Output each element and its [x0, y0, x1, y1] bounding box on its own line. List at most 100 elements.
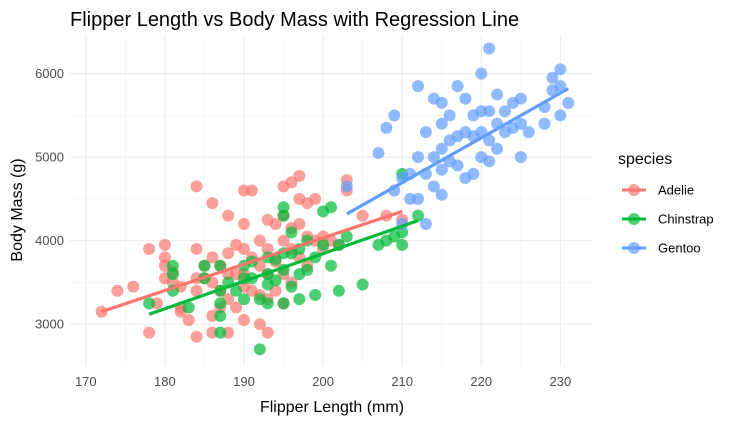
- data-point-adelie: [253, 234, 266, 247]
- data-point-chinstrap: [356, 278, 369, 291]
- data-point-gentoo: [514, 117, 527, 130]
- data-point-chinstrap: [317, 238, 330, 251]
- data-point-adelie: [127, 280, 140, 293]
- x-tick-label: 230: [550, 374, 572, 389]
- data-point-adelie: [245, 184, 258, 197]
- regression-line-adelie: [101, 209, 403, 314]
- data-point-adelie: [261, 326, 274, 339]
- data-point-adelie: [158, 238, 171, 251]
- data-point-gentoo: [491, 88, 504, 101]
- data-point-chinstrap: [214, 259, 227, 272]
- data-point-gentoo: [443, 109, 456, 122]
- data-point-adelie: [143, 243, 156, 256]
- x-tick-label: 210: [391, 374, 413, 389]
- data-point-chinstrap: [396, 226, 409, 239]
- data-point-adelie: [143, 326, 156, 339]
- data-point-adelie: [253, 318, 266, 331]
- data-point-adelie: [222, 209, 235, 222]
- data-point-chinstrap: [253, 343, 266, 356]
- y-tick-label: 5000: [35, 150, 64, 165]
- data-point-gentoo: [412, 192, 424, 205]
- data-point-adelie: [238, 314, 250, 327]
- data-point-gentoo: [419, 126, 432, 139]
- data-point-gentoo: [435, 163, 448, 176]
- data-point-adelie: [238, 243, 250, 256]
- data-point-gentoo: [467, 167, 480, 180]
- data-point-chinstrap: [277, 201, 290, 214]
- data-point-gentoo: [388, 109, 401, 122]
- legend-key-point: [628, 213, 640, 225]
- data-point-gentoo: [522, 126, 535, 139]
- data-point-adelie: [293, 169, 306, 182]
- data-point-chinstrap: [166, 259, 179, 272]
- data-point-gentoo: [546, 71, 559, 84]
- data-point-chinstrap: [293, 293, 306, 306]
- data-point-chinstrap: [340, 230, 353, 243]
- data-point-gentoo: [483, 155, 496, 168]
- x-tick-label: 180: [154, 374, 176, 389]
- data-point-gentoo: [451, 80, 464, 93]
- data-point-adelie: [206, 251, 219, 264]
- data-point-chinstrap: [396, 238, 409, 251]
- data-point-gentoo: [412, 151, 424, 164]
- chart-title: Flipper Length vs Body Mass with Regress…: [70, 9, 519, 31]
- data-point-gentoo: [554, 63, 567, 76]
- x-tick-label: 190: [233, 374, 255, 389]
- x-tick-label: 220: [470, 374, 492, 389]
- data-point-adelie: [356, 209, 369, 222]
- data-point-gentoo: [491, 142, 504, 155]
- data-point-chinstrap: [214, 326, 227, 339]
- data-point-adelie: [293, 217, 306, 230]
- data-point-chinstrap: [285, 226, 298, 239]
- data-point-adelie: [261, 243, 274, 256]
- legend-label: Gentoo: [658, 241, 701, 256]
- data-point-adelie: [182, 314, 195, 327]
- legend-key-point: [628, 184, 640, 196]
- data-point-gentoo: [427, 180, 440, 193]
- series-gentoo: [340, 42, 575, 230]
- y-axis-title: Body Mass (g): [9, 158, 26, 261]
- data-point-chinstrap: [230, 284, 243, 297]
- legend-label: Chinstrap: [658, 212, 714, 227]
- grid: [70, 36, 592, 366]
- data-point-chinstrap: [261, 297, 274, 310]
- data-point-chinstrap: [277, 209, 290, 222]
- data-point-chinstrap: [269, 274, 282, 287]
- data-point-adelie: [238, 217, 250, 230]
- data-point-adelie: [190, 330, 203, 343]
- data-point-chinstrap: [198, 259, 211, 272]
- data-point-chinstrap: [412, 209, 424, 222]
- data-point-gentoo: [514, 92, 527, 105]
- data-point-gentoo: [514, 151, 527, 164]
- data-point-adelie: [222, 247, 235, 260]
- data-point-gentoo: [562, 96, 575, 109]
- plot-area: [95, 42, 575, 356]
- legend-item-chinstrap: Chinstrap: [622, 212, 714, 227]
- x-axis-title: Flipper Length (mm): [260, 399, 404, 416]
- data-point-adelie: [230, 301, 243, 314]
- regression-line-gentoo: [346, 87, 570, 216]
- regression-line-chinstrap: [148, 219, 419, 316]
- x-tick-label: 200: [312, 374, 334, 389]
- data-point-chinstrap: [325, 201, 337, 214]
- data-point-chinstrap: [166, 268, 179, 281]
- data-point-chinstrap: [285, 280, 298, 293]
- data-point-gentoo: [451, 159, 464, 172]
- legend-title: species: [618, 151, 672, 168]
- data-point-adelie: [158, 251, 171, 264]
- data-point-gentoo: [340, 180, 353, 193]
- data-point-adelie: [269, 217, 282, 230]
- y-tick-label: 3000: [35, 317, 64, 332]
- data-point-chinstrap: [332, 284, 345, 297]
- legend-item-adelie: Adelie: [622, 183, 694, 198]
- data-point-gentoo: [435, 117, 448, 130]
- data-point-gentoo: [483, 105, 496, 118]
- data-point-gentoo: [412, 80, 424, 93]
- data-point-adelie: [190, 180, 203, 193]
- data-point-adelie: [309, 192, 322, 205]
- data-point-chinstrap: [182, 301, 195, 314]
- data-point-gentoo: [475, 67, 488, 80]
- data-point-gentoo: [538, 117, 551, 130]
